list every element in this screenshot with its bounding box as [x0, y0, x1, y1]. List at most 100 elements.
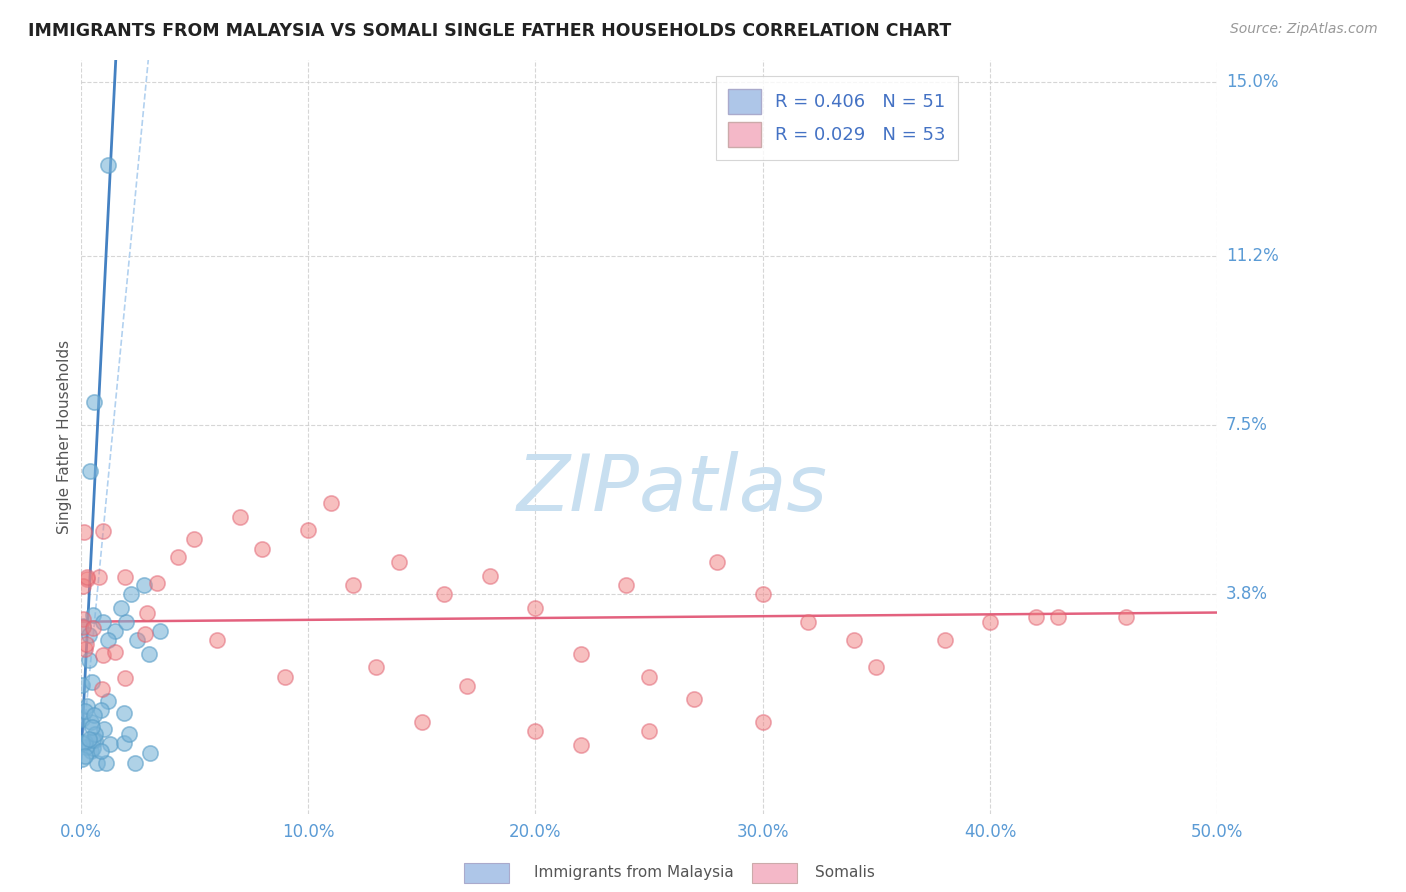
Point [114, 672, 136, 686]
Point [90, 703, 112, 717]
Text: 7.5%: 7.5% [1226, 417, 1268, 434]
Text: ZIPatlas: ZIPatlas [516, 451, 827, 527]
Point [118, 727, 141, 741]
Point [91, 524, 114, 538]
Point [83, 733, 105, 747]
Point [76, 570, 98, 584]
Point [80, 744, 103, 758]
Point [94, 756, 117, 771]
Point [104, 645, 127, 659]
Point [93, 722, 115, 736]
Point [77, 731, 100, 746]
Legend: R = 0.406   N = 51, R = 0.029   N = 53: R = 0.406 N = 51, R = 0.029 N = 53 [716, 76, 959, 160]
Point [82, 674, 104, 689]
Point [70, 752, 93, 766]
Point [149, 624, 172, 638]
Point [97, 694, 120, 708]
Point [638, 724, 661, 739]
Point [638, 669, 661, 683]
Point [252, 541, 274, 556]
Point [82, 607, 104, 622]
Point [751, 715, 773, 730]
Point [76, 699, 98, 714]
Point [138, 647, 160, 661]
Point [706, 555, 728, 569]
Point [75, 705, 97, 719]
Point [683, 692, 706, 706]
Point [127, 632, 149, 647]
Point [112, 706, 135, 721]
Point [104, 624, 127, 638]
Point [77, 628, 100, 642]
Point [91, 648, 114, 662]
Point [90, 744, 112, 758]
Point [183, 533, 205, 547]
Point [84, 727, 107, 741]
Point [75, 637, 97, 651]
Point [72, 618, 94, 632]
Point [83, 708, 105, 723]
Point [342, 578, 364, 592]
Point [842, 632, 865, 647]
Point [73, 735, 96, 749]
Point [433, 587, 456, 601]
Point [80, 714, 103, 729]
Point [83, 395, 105, 409]
Point [73, 641, 96, 656]
Point [1025, 610, 1047, 624]
Point [98, 737, 121, 751]
Point [228, 509, 250, 524]
Point [70, 712, 93, 726]
Point [411, 715, 433, 730]
Point [114, 570, 136, 584]
Point [82, 621, 104, 635]
Point [1047, 610, 1070, 624]
Text: Somalis: Somalis [815, 865, 876, 880]
Point [86, 756, 108, 771]
Point [524, 724, 547, 739]
Y-axis label: Single Father Households: Single Father Households [58, 340, 72, 533]
Point [134, 578, 156, 592]
Text: IMMIGRANTS FROM MALAYSIA VS SOMALI SINGLE FATHER HOUSEHOLDS CORRELATION CHART: IMMIGRANTS FROM MALAYSIA VS SOMALI SINGL… [28, 22, 952, 40]
Point [76, 572, 98, 586]
Point [979, 615, 1001, 629]
Text: Immigrants from Malaysia: Immigrants from Malaysia [534, 865, 734, 880]
Point [82, 732, 104, 747]
Point [569, 738, 592, 752]
Point [120, 587, 142, 601]
Point [73, 525, 96, 540]
Point [72, 612, 94, 626]
Point [97, 632, 120, 647]
Point [135, 606, 157, 620]
Point [319, 496, 342, 510]
Point [112, 736, 135, 750]
Point [751, 587, 773, 601]
Point [139, 746, 162, 760]
Point [72, 620, 94, 634]
Point [274, 669, 297, 683]
Point [614, 578, 637, 592]
Point [1115, 610, 1137, 624]
Point [79, 464, 101, 478]
Point [569, 647, 592, 661]
Point [72, 579, 94, 593]
Point [366, 660, 388, 674]
Point [90, 681, 112, 696]
Point [524, 601, 547, 615]
Point [115, 615, 138, 629]
Point [97, 158, 120, 172]
Point [797, 615, 820, 629]
Point [77, 653, 100, 667]
Point [456, 679, 478, 693]
Point [865, 660, 887, 674]
Point [478, 569, 501, 583]
Point [110, 601, 132, 615]
Point [70, 736, 93, 750]
Point [73, 748, 96, 763]
Text: Source: ZipAtlas.com: Source: ZipAtlas.com [1230, 22, 1378, 37]
Point [205, 632, 228, 647]
Text: 11.2%: 11.2% [1226, 247, 1278, 265]
Point [934, 632, 956, 647]
Point [166, 549, 188, 564]
Point [388, 555, 411, 569]
